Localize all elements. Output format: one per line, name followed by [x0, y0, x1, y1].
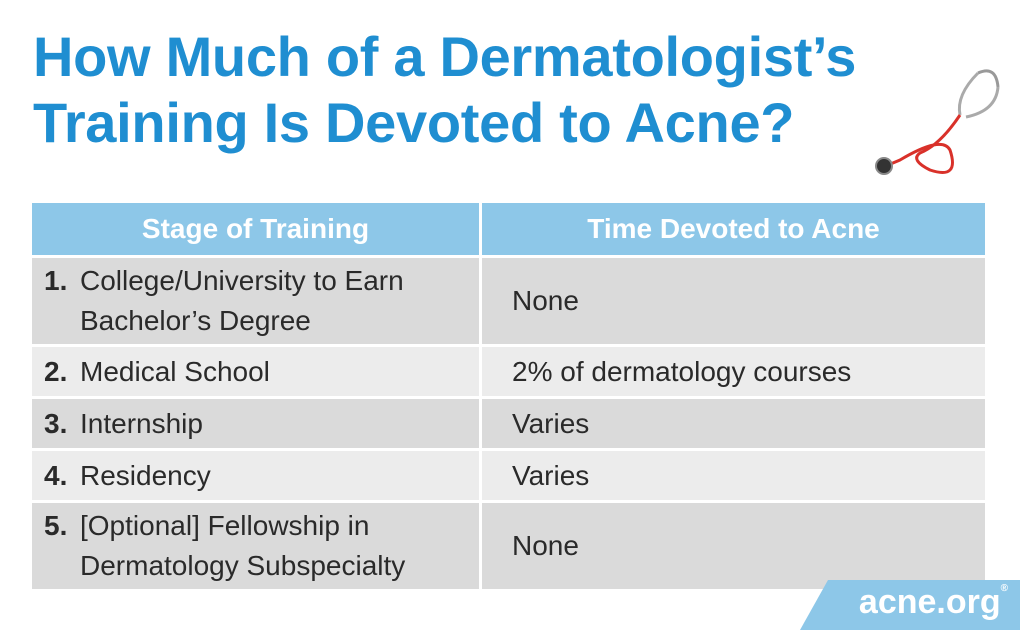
row-number: 5. — [44, 510, 68, 541]
stage-text: Medical School — [80, 355, 270, 387]
stage-text: Residency — [80, 459, 211, 491]
header-stage: Stage of Training — [32, 203, 479, 255]
stage-text: Bachelor’s Degree — [80, 305, 311, 336]
training-table: Stage of Training Time Devoted to Acne 1… — [29, 200, 988, 592]
time-cell: 2% of dermatology courses — [482, 347, 985, 396]
stage-text: [Optional] Fellowship in — [80, 510, 370, 541]
title-line-2: Training Is Devoted to Acne? — [33, 91, 795, 154]
page-title: How Much of a Dermatologist’s Training I… — [33, 24, 856, 156]
title-line-1: How Much of a Dermatologist’s — [33, 25, 857, 88]
stage-text: Internship — [80, 407, 203, 439]
logo-banner — [800, 580, 1020, 630]
stethoscope-icon — [875, 69, 1000, 175]
time-cell: Varies — [482, 451, 985, 500]
row-number: 2. — [44, 355, 68, 387]
stage-text: College/University to Earn — [80, 265, 404, 296]
time-cell: None — [482, 503, 985, 589]
row-number: 4. — [44, 459, 68, 491]
table-row: 2. Medical School 2% of dermatology cours… — [32, 347, 985, 396]
header-time: Time Devoted to Acne — [482, 203, 985, 255]
stage-text: Dermatology Subspecialty — [80, 550, 406, 581]
row-number: 1. — [44, 265, 68, 296]
table-row: 4. Residency Varies — [32, 451, 985, 500]
time-cell: Varies — [482, 399, 985, 448]
time-cell: None — [482, 258, 985, 344]
table-row: 5. [Optional] Fellowship in Dermatology Su… — [32, 503, 985, 589]
table-row: 3. Internship Varies — [32, 399, 985, 448]
row-number: 3. — [44, 407, 68, 439]
acne-org-logo: acne.org® — [858, 583, 1008, 621]
table-row: 1. College/University to Earn Bachelor’s D… — [32, 258, 985, 344]
